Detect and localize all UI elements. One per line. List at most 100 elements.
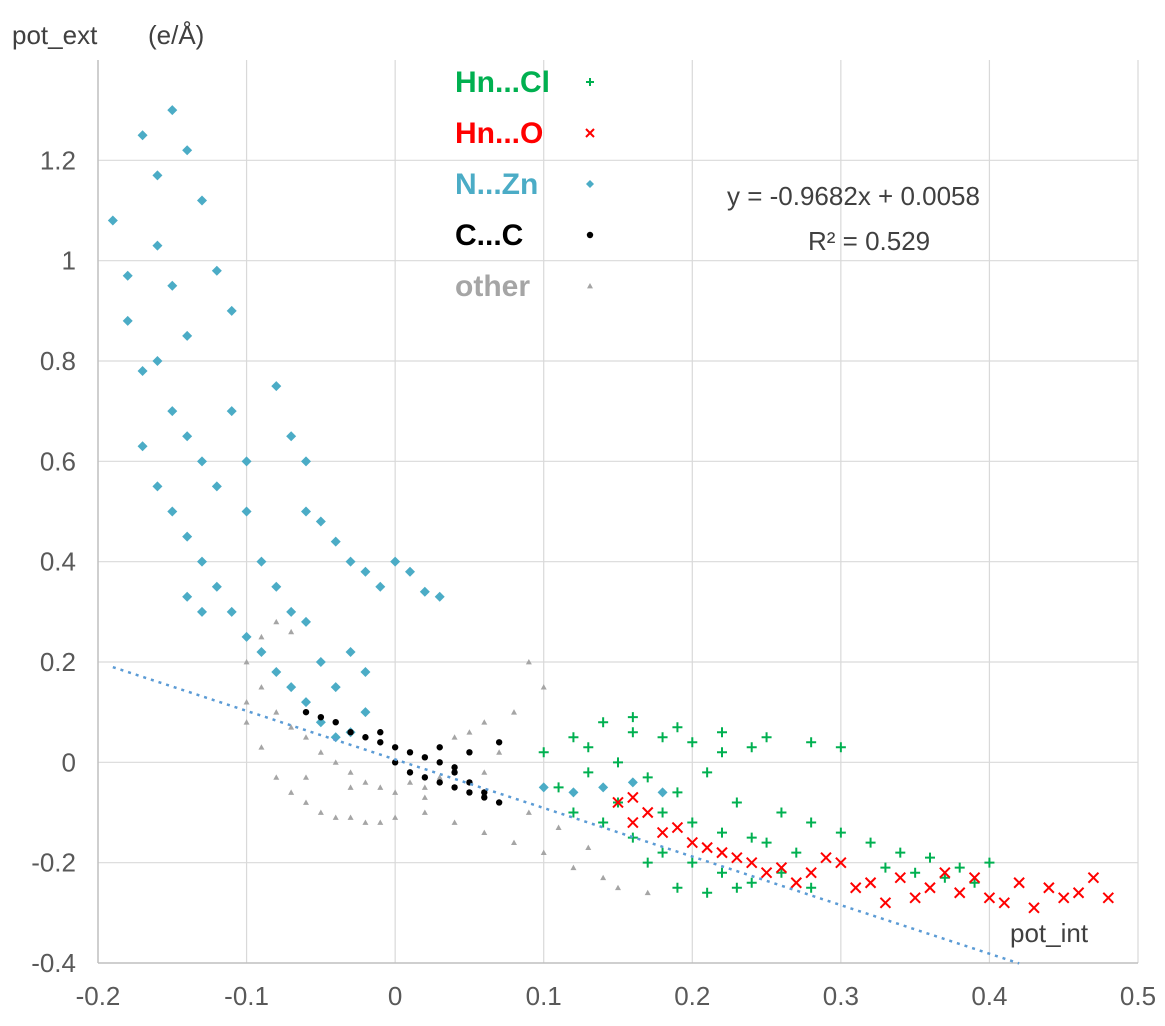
data-point (421, 794, 428, 800)
data-point (672, 722, 683, 733)
data-point (511, 709, 517, 715)
data-point (924, 882, 936, 894)
series-1 (612, 791, 1114, 914)
data-point (332, 719, 339, 726)
data-point (197, 195, 207, 206)
data-point (211, 265, 222, 276)
data-point (731, 882, 742, 893)
data-point (377, 819, 384, 825)
y-axis-unit: (e/Å) (148, 20, 204, 50)
data-point (362, 819, 369, 825)
data-point (481, 769, 488, 775)
data-point (671, 821, 684, 834)
data-point (419, 586, 430, 597)
data-point (568, 732, 579, 743)
x-axis-ticks: -0.2 -0.1 0 0.1 0.2 0.3 0.4 0.5 (76, 981, 1156, 1011)
data-point (122, 270, 133, 281)
data-point (286, 431, 297, 442)
data-point (211, 481, 222, 492)
data-point (496, 749, 503, 755)
data-point (301, 456, 311, 467)
data-point (657, 847, 668, 858)
y-tick-label: 0.4 (40, 547, 76, 577)
data-point (835, 856, 847, 869)
data-point (271, 581, 282, 592)
data-point (315, 516, 326, 527)
data-point (1043, 882, 1055, 894)
data-point (182, 145, 193, 156)
data-point (717, 747, 727, 758)
data-point (434, 591, 445, 602)
y-axis-ticks: -0.4 -0.2 0 0.2 0.4 0.6 0.8 1 1.2 (31, 145, 76, 978)
data-point (880, 862, 891, 873)
data-point (775, 861, 788, 874)
data-point (362, 779, 369, 785)
data-point (717, 827, 727, 838)
data-point (805, 866, 817, 879)
data-point (583, 742, 594, 753)
data-point (271, 667, 282, 678)
data-point (137, 130, 148, 141)
data-point (288, 724, 295, 730)
data-point (226, 406, 237, 417)
data-point (642, 857, 653, 868)
data-point (303, 799, 309, 805)
data-point (717, 867, 727, 878)
data-point (791, 847, 802, 858)
x-axis-title: pot_int (1010, 918, 1089, 948)
data-point (182, 431, 193, 442)
data-point (864, 877, 877, 889)
data-point (226, 305, 237, 316)
data-point (806, 737, 817, 748)
data-point (167, 506, 178, 517)
data-point (790, 877, 802, 889)
data-point (612, 796, 624, 809)
data-point (746, 832, 757, 843)
data-point (820, 851, 832, 864)
legend-label: N...Zn (455, 168, 538, 201)
data-point (998, 897, 1010, 909)
x-tick-label: 0.1 (526, 981, 562, 1011)
data-point (568, 787, 579, 798)
data-point (345, 646, 356, 657)
data-point (910, 867, 921, 878)
data-point (481, 719, 488, 725)
data-point (377, 729, 384, 736)
data-point (301, 616, 311, 627)
data-point (302, 708, 310, 716)
data-point (702, 767, 713, 778)
data-point (317, 809, 324, 815)
data-point (197, 606, 207, 617)
data-point (375, 581, 386, 592)
data-point (407, 779, 413, 785)
data-point (167, 406, 178, 417)
data-point (495, 799, 503, 806)
data-point (598, 817, 609, 828)
data-point (1058, 892, 1070, 904)
data-point (701, 841, 713, 854)
trendline-equation: y = -0.9682x + 0.0058 (727, 181, 980, 211)
data-point (598, 782, 609, 793)
data-point (627, 816, 639, 829)
data-point (315, 657, 326, 667)
legend-marker (586, 180, 594, 188)
data-point (451, 819, 458, 825)
data-point (436, 774, 443, 780)
data-point (390, 556, 401, 567)
data-point (286, 606, 297, 617)
data-point (330, 536, 341, 547)
data-point (525, 809, 532, 815)
data-point (466, 729, 473, 735)
data-point (687, 857, 698, 868)
data-point (152, 356, 163, 366)
x-tick-label: 0.3 (823, 981, 859, 1011)
data-point (303, 774, 309, 780)
data-point (197, 556, 207, 567)
data-point (954, 862, 965, 873)
data-point (152, 240, 163, 251)
data-point (806, 817, 817, 828)
data-point (451, 764, 458, 771)
data-point (895, 847, 906, 858)
data-point (256, 556, 267, 567)
data-point (568, 807, 579, 818)
